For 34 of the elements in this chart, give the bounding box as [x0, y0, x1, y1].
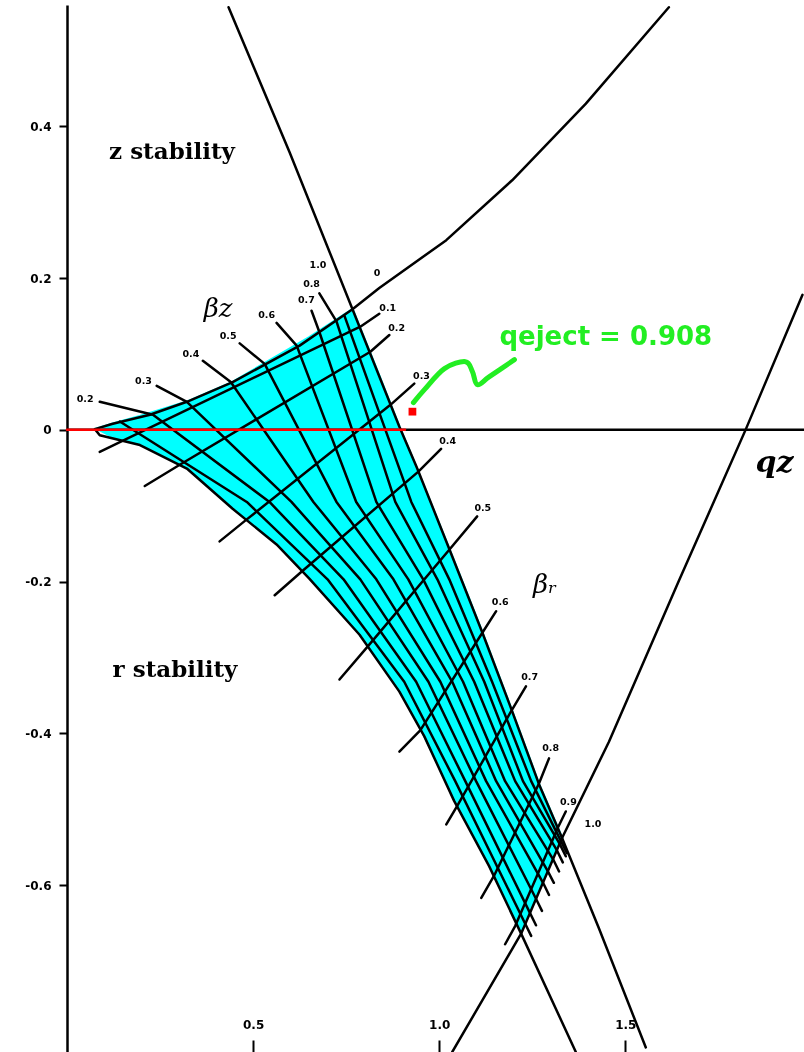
- annotation: 1.0: [584, 818, 602, 829]
- series-label: 0.3: [413, 370, 430, 382]
- series-label: 0.7: [297, 294, 315, 306]
- series-label: 0.6: [258, 308, 276, 320]
- series-label: 0.6: [491, 595, 510, 607]
- series-label: 0.8: [303, 277, 321, 289]
- annotation: z stability: [109, 137, 236, 164]
- series-label: 0.7: [521, 670, 539, 682]
- series-label: 0.2: [76, 393, 94, 405]
- y-tick-label: -0.2: [25, 575, 52, 590]
- text: qeject = 0.908: [499, 320, 713, 351]
- series-label: 0.5: [219, 330, 237, 342]
- x-tick-label: 0.5: [242, 1017, 265, 1032]
- series-label: 0.1: [379, 301, 397, 313]
- annotation: r stability: [112, 655, 239, 682]
- series-label: 0.4: [439, 435, 457, 447]
- annotation: 1.0: [309, 259, 327, 270]
- x-tick-label: 1.0: [429, 1017, 451, 1032]
- series-label: 0.4: [182, 348, 200, 360]
- y-tick-label: 0.4: [30, 119, 52, 134]
- series-label: 0.9: [559, 795, 577, 807]
- y-tick-label: -0.4: [25, 726, 52, 741]
- annotation: βᵣ: [531, 569, 558, 599]
- series-label: 0.2: [388, 321, 406, 333]
- series-label: 0.8: [542, 742, 560, 754]
- annotation: 0: [373, 267, 381, 278]
- y-tick-label: 0: [43, 423, 52, 438]
- series-label: 0.3: [135, 374, 152, 386]
- y-tick-label: 0.2: [30, 271, 52, 286]
- annotation: βz: [202, 293, 233, 323]
- series-label: 0.5: [474, 501, 492, 513]
- y-tick-label: -0.6: [25, 878, 52, 893]
- x-axis-title: qz: [755, 444, 795, 480]
- x-tick-label: 1.5: [615, 1017, 637, 1032]
